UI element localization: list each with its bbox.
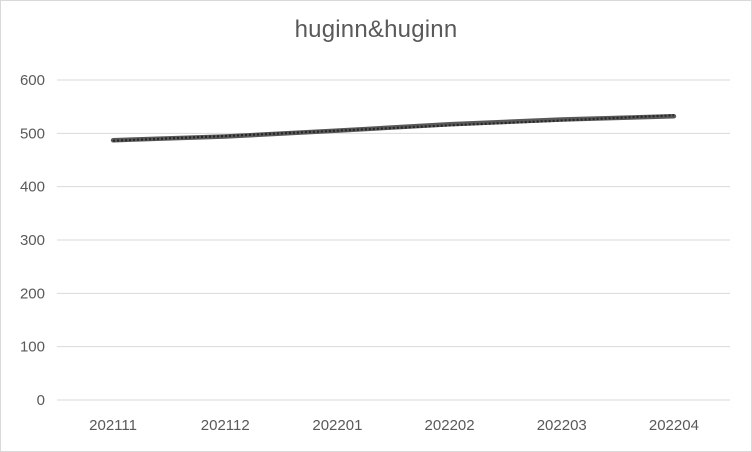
y-tick-label: 0 [37, 392, 45, 409]
y-tick-label: 600 [20, 72, 45, 89]
x-tick-label: 202203 [537, 417, 587, 434]
gridlines [57, 79, 730, 401]
x-tick-label: 202112 [201, 417, 250, 434]
x-tick-label: 202201 [312, 417, 362, 434]
y-tick-label: 500 [20, 125, 45, 142]
chart-title: huginn&huginn [294, 16, 458, 43]
x-axis-ticks: 202111 202112 202201 202202 202203 202204 [89, 417, 699, 434]
plot-series [110, 114, 677, 143]
x-tick-label: 202202 [425, 417, 475, 434]
trendline [113, 114, 674, 142]
x-tick-label: 202111 [89, 417, 137, 434]
y-tick-label: 200 [20, 285, 45, 302]
y-axis-ticks: 0 100 200 300 400 500 600 [20, 72, 45, 409]
y-tick-label: 300 [20, 232, 45, 249]
y-tick-label: 100 [20, 339, 45, 356]
y-tick-label: 400 [20, 179, 45, 196]
x-tick-label: 202204 [649, 417, 699, 434]
